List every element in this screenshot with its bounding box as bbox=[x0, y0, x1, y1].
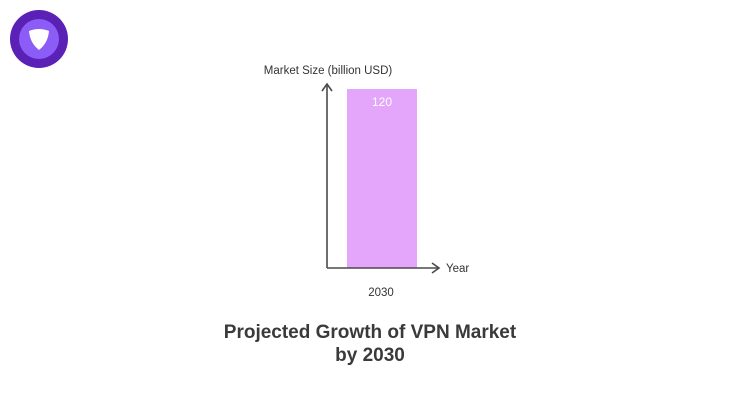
chart-title-line-1: Projected Growth of VPN Market bbox=[223, 322, 517, 343]
bar-2030 bbox=[347, 89, 417, 268]
x-axis-label: Year bbox=[446, 263, 469, 275]
bar-value-label-2030: 120 bbox=[372, 95, 392, 109]
logo-shield-mark bbox=[29, 29, 49, 50]
x-axis-arrowhead bbox=[431, 262, 441, 274]
x-tick-label-2030: 2030 bbox=[368, 287, 394, 299]
bar-chart: 120 2030 Market Size (billion USD) Year bbox=[264, 65, 470, 299]
app-logo-icon bbox=[10, 10, 68, 68]
y-axis-arrowhead bbox=[321, 82, 333, 92]
y-axis-label: Market Size (billion USD) bbox=[264, 65, 393, 77]
chart-title-line-2: by 2030 bbox=[335, 345, 405, 366]
chart-marks: 120 2030 bbox=[347, 89, 417, 299]
